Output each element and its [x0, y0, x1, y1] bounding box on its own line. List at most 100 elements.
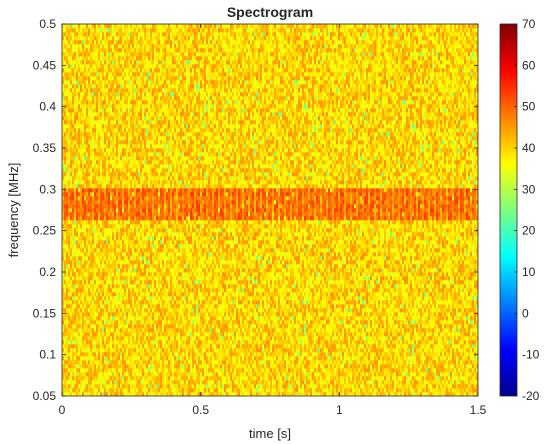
heatmap-cell — [120, 168, 123, 173]
heatmap-cell — [66, 32, 69, 37]
heatmap-cell — [96, 144, 99, 149]
heatmap-cell — [74, 300, 77, 305]
heatmap-cell — [110, 380, 113, 385]
heatmap-cell — [140, 128, 143, 133]
heatmap-cell — [132, 332, 135, 337]
heatmap-cell — [64, 216, 67, 221]
heatmap-cell — [76, 32, 79, 37]
heatmap-cell — [98, 80, 101, 85]
heatmap-cell — [164, 264, 167, 269]
heatmap-cell — [162, 276, 165, 281]
heatmap-cell — [134, 56, 137, 61]
heatmap-cell — [68, 180, 71, 185]
heatmap-cell — [70, 344, 73, 349]
heatmap-cell — [124, 244, 127, 249]
heatmap-cell — [84, 228, 87, 233]
heatmap-cell — [90, 84, 93, 89]
heatmap-cell — [148, 304, 151, 309]
heatmap-cell — [166, 376, 169, 381]
heatmap-cell — [124, 288, 127, 293]
heatmap-cell — [164, 64, 167, 69]
heatmap-cell — [154, 96, 157, 101]
heatmap-cell — [152, 68, 155, 73]
heatmap-cell — [112, 352, 115, 357]
heatmap-cell — [102, 36, 105, 41]
heatmap-cell — [94, 264, 97, 269]
heatmap-cell — [168, 180, 171, 185]
heatmap-cell — [118, 328, 121, 333]
heatmap-cell — [110, 172, 113, 177]
heatmap-cell — [124, 124, 127, 129]
heatmap-cell — [102, 132, 105, 137]
heatmap-cell — [68, 284, 71, 289]
heatmap-cell — [120, 88, 123, 93]
heatmap-cell — [112, 132, 115, 137]
heatmap-cell — [100, 156, 103, 161]
heatmap-cell — [166, 256, 169, 261]
heatmap-cell — [68, 144, 71, 149]
heatmap-cell — [158, 244, 161, 249]
heatmap-cell — [154, 168, 157, 173]
heatmap-cell — [76, 340, 79, 345]
heatmap-cell — [162, 344, 165, 349]
heatmap-cell — [154, 84, 157, 89]
heatmap-cell — [136, 92, 139, 97]
heatmap-cell — [168, 156, 171, 161]
heatmap-cell — [100, 100, 103, 105]
heatmap-cell — [96, 24, 99, 29]
heatmap-cell — [126, 380, 129, 385]
heatmap-cell — [80, 380, 83, 385]
heatmap-cell — [88, 180, 91, 185]
heatmap-cell — [104, 200, 107, 205]
heatmap-cell — [114, 260, 117, 265]
heatmap-cell — [116, 228, 119, 233]
heatmap-cell — [92, 344, 95, 349]
heatmap-cell — [62, 348, 65, 353]
heatmap-cell — [134, 40, 137, 45]
heatmap-cell — [102, 60, 105, 65]
heatmap-cell — [156, 188, 159, 193]
heatmap-cell — [142, 192, 145, 197]
heatmap-cell — [152, 216, 155, 221]
heatmap-cell — [96, 332, 99, 337]
heatmap-cell — [92, 244, 95, 249]
heatmap-cell — [82, 208, 85, 213]
heatmap-cell — [74, 164, 77, 169]
heatmap-cell — [80, 220, 83, 225]
heatmap-cell — [102, 92, 105, 97]
heatmap-cell — [168, 372, 171, 377]
heatmap-cell — [108, 160, 111, 165]
heatmap-cell — [64, 204, 67, 209]
heatmap-cell — [116, 92, 119, 97]
heatmap-cell — [74, 76, 77, 81]
heatmap-cell — [98, 60, 101, 65]
heatmap-cell — [116, 132, 119, 137]
heatmap-cell — [150, 316, 153, 321]
heatmap-cell — [114, 168, 117, 173]
heatmap-cell — [168, 224, 171, 229]
heatmap-cell — [86, 88, 89, 93]
heatmap-cell — [100, 104, 103, 109]
heatmap-cell — [108, 116, 111, 121]
heatmap-cell — [136, 184, 139, 189]
heatmap-cell — [146, 280, 149, 285]
heatmap-cell — [150, 176, 153, 181]
heatmap-cell — [148, 80, 151, 85]
heatmap-cell — [106, 244, 109, 249]
heatmap-cell — [72, 164, 75, 169]
heatmap-cell — [146, 28, 149, 33]
heatmap-cell — [156, 180, 159, 185]
heatmap-cell — [106, 184, 109, 189]
heatmap-cell — [160, 116, 163, 121]
heatmap-cell — [146, 108, 149, 113]
heatmap-cell — [98, 364, 101, 369]
heatmap-cell — [166, 44, 169, 49]
heatmap-cell — [94, 104, 97, 109]
heatmap-cell — [164, 252, 167, 257]
heatmap-cell — [72, 300, 75, 305]
heatmap-cell — [84, 384, 87, 389]
heatmap-cell — [86, 32, 89, 37]
heatmap-cell — [72, 372, 75, 377]
heatmap-cell — [78, 112, 81, 117]
heatmap-cell — [76, 380, 79, 385]
